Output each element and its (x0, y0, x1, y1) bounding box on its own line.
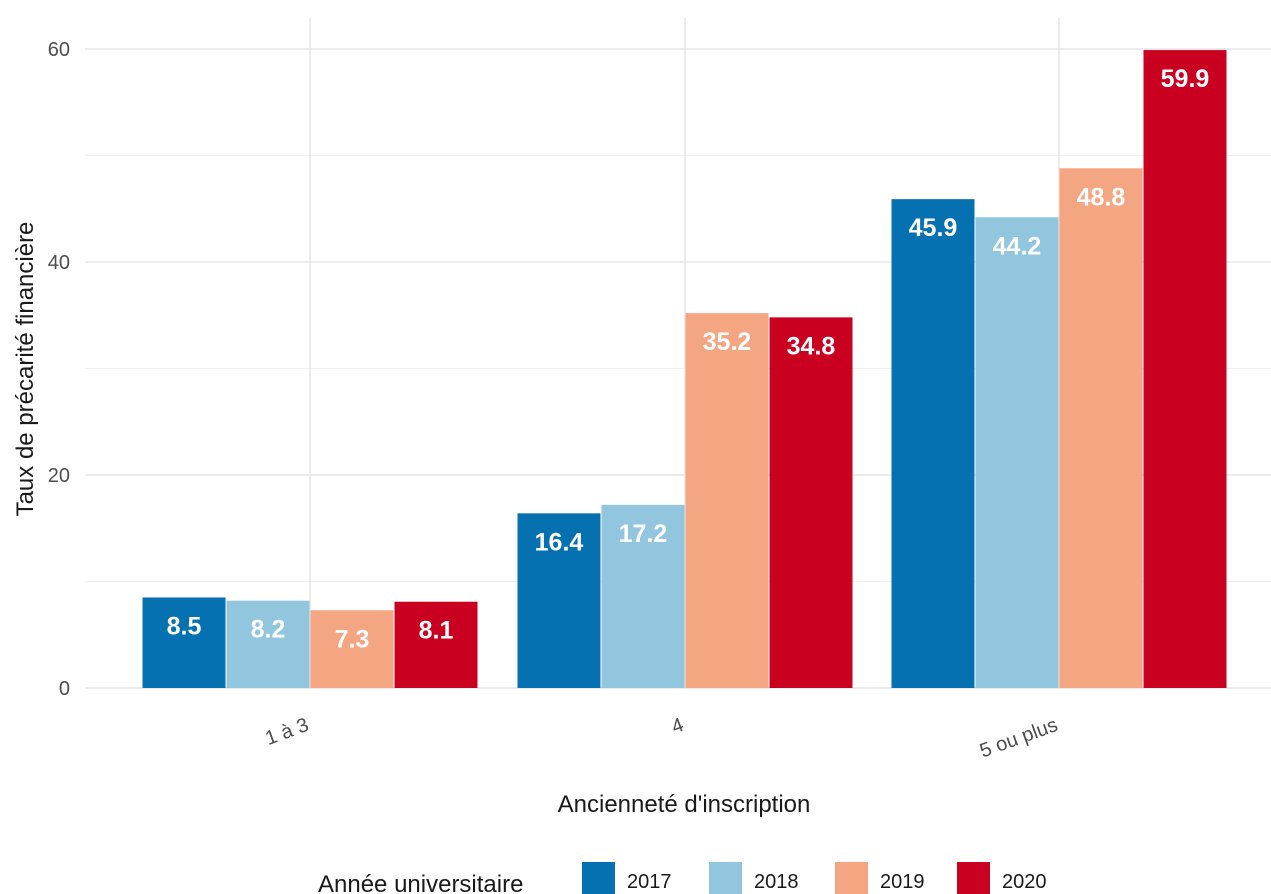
legend: Année universitaire 2017 2018 2019 2020 (318, 862, 1047, 894)
x-tick-label: 1 à 3 (262, 714, 311, 750)
legend-label: 2019 (880, 871, 925, 893)
y-axis-title: Taux de précarité financière (12, 222, 39, 517)
legend-label: 2017 (627, 871, 672, 893)
y-tick-label: 60 (48, 39, 70, 61)
bar-2019-0 (310, 610, 394, 688)
x-axis-title: Ancienneté d'inscription (558, 791, 811, 818)
bar-label: 48.8 (1077, 183, 1126, 211)
y-tick-label: 40 (48, 252, 70, 274)
legend-key-2019 (835, 862, 868, 894)
bars (142, 50, 1227, 689)
bar-label: 8.5 (167, 612, 202, 640)
x-axis-ticks: 1 à 3 4 5 ou plus (262, 714, 1060, 762)
bar-label: 59.9 (1161, 65, 1210, 93)
y-axis-ticks: 0 20 40 60 (48, 39, 70, 700)
legend-title: Année universitaire (318, 871, 523, 894)
y-tick-label: 20 (48, 465, 70, 487)
bar-2018-0 (226, 600, 310, 688)
legend-key-2020 (957, 862, 990, 894)
bar-labels: 8.5 8.2 7.3 8.1 16.4 17.2 35.2 34.8 45.9 44.2 48.8… (167, 65, 1210, 653)
bar-label: 8.1 (419, 617, 454, 645)
bar-2020-0 (394, 601, 478, 688)
bar-2020-2 (1143, 50, 1227, 688)
legend-key-2018 (709, 862, 742, 894)
bar-label: 34.8 (787, 332, 836, 360)
bar-label: 16.4 (535, 528, 584, 556)
legend-items: 2017 2018 2019 2020 (582, 862, 1047, 894)
bar-label: 17.2 (619, 520, 668, 548)
bar-label: 7.3 (335, 625, 370, 653)
legend-key-2017 (582, 862, 615, 894)
bar-2017-1 (517, 513, 601, 688)
y-tick-label: 0 (59, 678, 70, 700)
bar-2019-2 (1059, 168, 1143, 688)
bar-2017-0 (142, 597, 226, 688)
x-tick-label: 5 ou plus (977, 714, 1061, 762)
bar-label: 35.2 (703, 328, 752, 356)
bar-2020-1 (769, 317, 853, 688)
bar-2018-2 (975, 217, 1059, 688)
bar-2018-1 (601, 504, 685, 688)
x-tick-label: 4 (669, 714, 687, 738)
bar-label: 45.9 (909, 214, 958, 242)
bar-2017-2 (891, 199, 975, 689)
legend-label: 2020 (1002, 871, 1047, 893)
bar-2019-1 (685, 313, 769, 688)
bar-label: 8.2 (251, 616, 286, 644)
bar-label: 44.2 (993, 232, 1042, 260)
legend-label: 2018 (754, 871, 799, 893)
